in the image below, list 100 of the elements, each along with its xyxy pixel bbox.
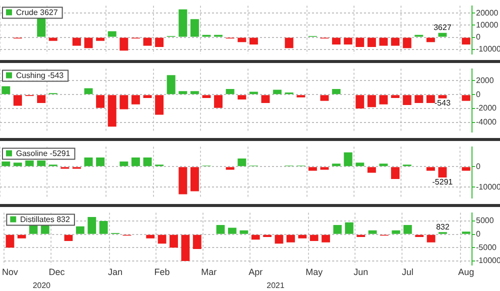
data-label: 832	[436, 222, 450, 232]
y-tick-label: 0	[476, 230, 481, 239]
data-label: 3627	[434, 23, 452, 32]
bar	[190, 19, 199, 37]
bar	[284, 38, 294, 48]
bar	[240, 230, 248, 234]
bar	[332, 89, 341, 94]
bar	[158, 234, 166, 244]
bar	[108, 95, 116, 127]
bar	[226, 167, 234, 170]
bar	[88, 217, 96, 234]
bar	[84, 157, 93, 166]
y-tick-label: -5000	[476, 242, 498, 252]
bar	[402, 95, 412, 106]
bar	[344, 222, 354, 234]
bar	[6, 234, 14, 248]
x-tick-label: Dec	[48, 267, 66, 278]
bar	[146, 234, 155, 238]
y-tick-label: 0	[476, 162, 481, 171]
x-tick-label: Feb	[154, 267, 170, 278]
bar	[426, 38, 435, 42]
y-tick-label: 0	[476, 32, 481, 42]
bar	[99, 221, 108, 234]
bar	[249, 38, 258, 45]
bar	[391, 38, 400, 46]
legend-label: Gasoline -5291	[16, 149, 71, 158]
bar	[367, 95, 376, 108]
bar	[438, 167, 447, 178]
y-tick-label: 20000	[476, 8, 499, 18]
bar	[379, 95, 388, 104]
bar	[226, 89, 234, 94]
x-tick-label: May	[306, 267, 324, 278]
bar	[238, 158, 246, 166]
bar	[356, 38, 364, 47]
bar	[414, 95, 424, 103]
bar	[166, 75, 176, 94]
bar	[286, 234, 295, 242]
bar	[308, 167, 317, 171]
y-tick-label: -2000	[476, 104, 498, 113]
x-tick-label: Apr	[248, 267, 263, 278]
bar	[96, 157, 105, 166]
bar	[190, 91, 199, 94]
data-label: -543	[434, 98, 452, 108]
bar	[178, 9, 188, 37]
bar	[108, 31, 116, 37]
bar	[202, 95, 211, 98]
bar	[48, 38, 58, 41]
bar	[2, 86, 10, 94]
bar	[84, 88, 93, 94]
x-tick-label: Jan	[108, 267, 123, 278]
bar	[143, 157, 152, 166]
bar	[251, 234, 260, 240]
bar	[72, 38, 81, 46]
bar	[332, 164, 341, 166]
bar	[37, 18, 46, 37]
bar	[13, 162, 22, 166]
bar	[263, 234, 272, 238]
x-tick-label: Jul	[402, 267, 414, 278]
bar	[214, 95, 223, 108]
bar	[320, 167, 329, 170]
bar	[238, 38, 246, 42]
bar	[143, 95, 152, 98]
bar	[238, 95, 246, 100]
y-tick-label: 5000	[476, 216, 494, 226]
bar	[320, 95, 329, 101]
bar	[426, 95, 435, 103]
bar	[274, 234, 284, 244]
bar	[367, 38, 376, 47]
bar	[391, 167, 400, 179]
bar	[322, 234, 330, 242]
text: 2020	[32, 281, 52, 290]
bar	[310, 234, 318, 241]
bar	[415, 234, 424, 238]
y-tick-label: 2000	[476, 76, 494, 85]
bar	[13, 95, 22, 106]
bar	[333, 225, 342, 234]
x-tick-label: Jun	[354, 267, 368, 278]
bar	[131, 157, 140, 166]
bar	[96, 38, 105, 41]
bar	[120, 95, 128, 110]
data-label: -5291	[432, 178, 454, 187]
bar	[438, 32, 447, 37]
x-tick-label: Mar	[201, 267, 217, 278]
bar	[391, 95, 400, 98]
bar	[379, 164, 388, 166]
bar	[190, 167, 199, 192]
bar	[25, 160, 34, 166]
bar	[120, 162, 128, 166]
x-tick-label: Aug	[458, 267, 474, 278]
bar	[192, 234, 202, 249]
bar	[64, 234, 73, 241]
bar	[273, 90, 282, 94]
bar	[17, 234, 26, 238]
legend-label: Cushing -543	[16, 71, 64, 80]
bar	[356, 95, 364, 109]
bar	[426, 234, 436, 242]
bar	[120, 38, 128, 51]
y-tick-label: 10000	[476, 20, 499, 30]
bar	[84, 38, 93, 48]
bar	[131, 95, 140, 104]
